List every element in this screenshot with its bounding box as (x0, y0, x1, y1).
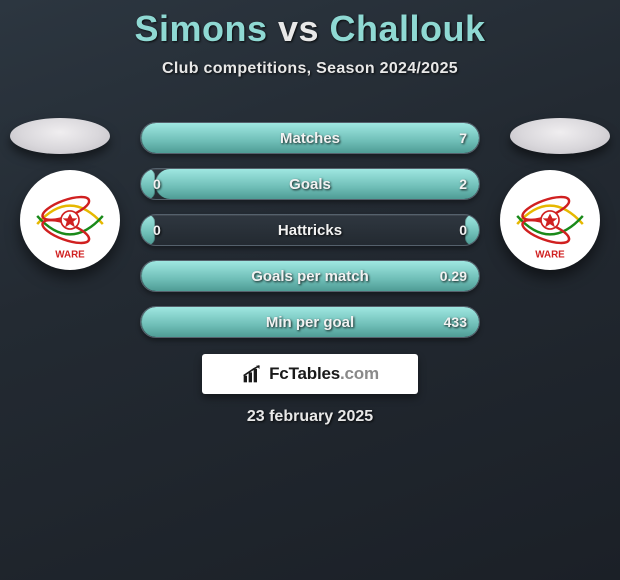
fctables-text: FcTables.com (269, 364, 379, 384)
player2-club-badge: WARE (500, 170, 600, 270)
stats-panel: Matches 7 0 Goals 2 0 Hattricks 0 Goals … (140, 122, 480, 352)
stat-fill-right (155, 169, 479, 199)
stat-row-goals-per-match: Goals per match 0.29 (140, 260, 480, 292)
stat-fill-left (141, 169, 155, 199)
club-crest-icon: WARE (509, 179, 591, 261)
player2-name: Challouk (330, 8, 486, 49)
stat-row-hattricks: 0 Hattricks 0 (140, 214, 480, 246)
fctables-badge: FcTables.com (202, 354, 418, 394)
stat-fill-left (141, 215, 155, 245)
player2-photo (510, 118, 610, 154)
stat-fill-right (141, 307, 479, 337)
stat-fill-right (141, 261, 479, 291)
stat-fill-right (141, 123, 479, 153)
date-label: 23 february 2025 (0, 408, 620, 426)
infographic-container: Simons vs Challouk Club competitions, Se… (0, 0, 620, 580)
vs-label: vs (278, 8, 319, 49)
stat-row-min-per-goal: Min per goal 433 (140, 306, 480, 338)
brand-prefix: Fc (269, 364, 288, 383)
subtitle: Club competitions, Season 2024/2025 (0, 60, 620, 78)
page-title: Simons vs Challouk (0, 0, 620, 50)
brand-main: Tables (289, 364, 340, 383)
stat-label: Hattricks (141, 215, 479, 245)
stat-row-matches: Matches 7 (140, 122, 480, 154)
svg-text:WARE: WARE (55, 250, 85, 261)
player1-name: Simons (134, 8, 267, 49)
player1-club-badge: WARE (20, 170, 120, 270)
player1-photo (10, 118, 110, 154)
svg-text:WARE: WARE (535, 250, 565, 261)
bar-chart-icon (241, 364, 263, 384)
brand-suffix: .com (340, 364, 379, 383)
stat-row-goals: 0 Goals 2 (140, 168, 480, 200)
stat-fill-right (465, 215, 479, 245)
club-crest-icon: WARE (29, 179, 111, 261)
